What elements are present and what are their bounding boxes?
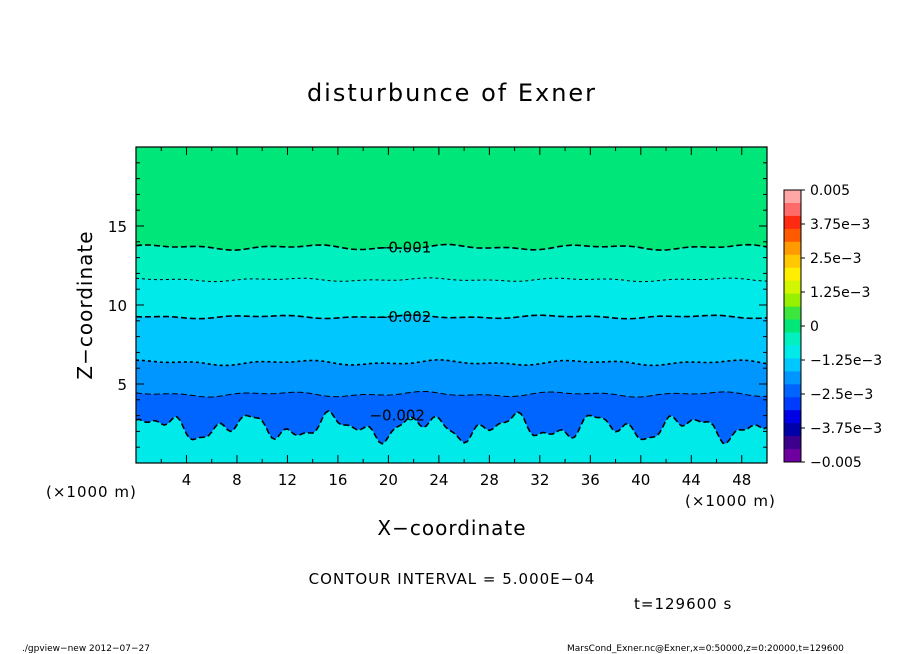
colorbar-swatch <box>784 190 801 204</box>
colorbar: 0.005 3.75e−3 2.5e−3 1.25e−3 0 −1.25e−3 −2.5e−… <box>783 183 882 471</box>
contour-label: −0.001 <box>376 238 432 256</box>
x-axis-label: X−coordinate <box>377 516 526 540</box>
colorbar-swatch <box>784 371 801 385</box>
colorbar-label: 1.25e−3 <box>810 285 870 301</box>
footer-left: ./gpview−new 2012−07−27 <box>22 644 150 654</box>
chart-title: disturbunce of Exner <box>307 79 597 107</box>
contour-line <box>135 358 768 367</box>
contour-line <box>135 409 768 445</box>
colorbar-label: 3.75e−3 <box>810 217 870 233</box>
contour-interval-text: CONTOUR INTERVAL = 5.000E−04 <box>309 570 596 588</box>
colorbar-swatch <box>784 293 801 308</box>
x-tick-label: 8 <box>232 471 242 489</box>
colorbar-swatch <box>784 306 801 321</box>
x-tick-label: 36 <box>581 471 600 489</box>
contour-lines: −0.001 −0.002 −0.002 <box>135 238 768 445</box>
colorbar-swatch <box>784 345 801 359</box>
colorbar-swatch <box>784 319 801 333</box>
colorbar-label: −3.75e−3 <box>810 421 882 437</box>
y-axis-label: Z−coordinate <box>73 230 97 379</box>
x-tick-label: 20 <box>379 471 398 489</box>
x-tick-label: 12 <box>278 471 297 489</box>
y-tick-label: 5 <box>117 376 127 394</box>
plot-area: −0.001 −0.002 −0.002 <box>135 146 768 464</box>
colorbar-swatch <box>784 332 801 346</box>
x-tick-label: 40 <box>631 471 650 489</box>
y-axis-ticks: 5 10 15 <box>108 162 767 448</box>
colorbar-swatch <box>784 358 801 372</box>
colorbar-swatch <box>784 267 801 282</box>
x-unit-right: (×1000 m) <box>685 492 776 510</box>
colorbar-swatch <box>784 202 801 217</box>
colorbar-swatch <box>784 397 801 411</box>
x-tick-label: 44 <box>682 471 701 489</box>
contour-label: −0.002 <box>376 308 432 326</box>
x-tick-label: 28 <box>480 471 499 489</box>
contour-label: −0.002 <box>369 407 425 425</box>
colorbar-swatch <box>784 228 801 243</box>
colorbar-swatch <box>784 280 801 295</box>
footer-right: MarsCond_Exner.nc@Exner,x=0:50000,z=0:20… <box>567 644 844 654</box>
colorbar-swatch <box>784 410 801 424</box>
colorbar-label: −2.5e−3 <box>810 387 873 403</box>
x-tick-label: 4 <box>182 471 192 489</box>
x-unit-left: (×1000 m) <box>46 483 137 501</box>
colorbar-label: 0 <box>810 319 819 335</box>
x-tick-label: 32 <box>530 471 549 489</box>
colorbar-label: 0.005 <box>810 183 850 199</box>
time-text: t=129600 s <box>634 595 732 613</box>
contour-line <box>135 314 768 320</box>
x-tick-label: 24 <box>429 471 448 489</box>
y-tick-label: 10 <box>108 297 127 315</box>
colorbar-label: −0.005 <box>810 455 862 471</box>
contour-bands <box>136 244 767 463</box>
contour-line <box>135 391 767 398</box>
colorbar-swatch <box>784 449 801 463</box>
colorbar-swatch <box>784 423 801 437</box>
contour-band <box>136 410 767 463</box>
colorbar-swatch <box>784 254 801 269</box>
colorbar-swatch <box>784 384 801 398</box>
colorbar-label: 2.5e−3 <box>810 251 862 267</box>
x-axis-ticks: 4 8 12 16 20 24 28 32 36 40 44 48 <box>160 147 751 489</box>
contour-line <box>135 243 768 251</box>
colorbar-swatch <box>784 241 801 256</box>
x-tick-label: 16 <box>328 471 347 489</box>
y-tick-label: 15 <box>108 218 127 236</box>
colorbar-label: −1.25e−3 <box>810 353 882 369</box>
colorbar-swatch <box>784 215 801 230</box>
colorbar-swatch <box>784 436 801 450</box>
x-tick-label: 48 <box>732 471 751 489</box>
